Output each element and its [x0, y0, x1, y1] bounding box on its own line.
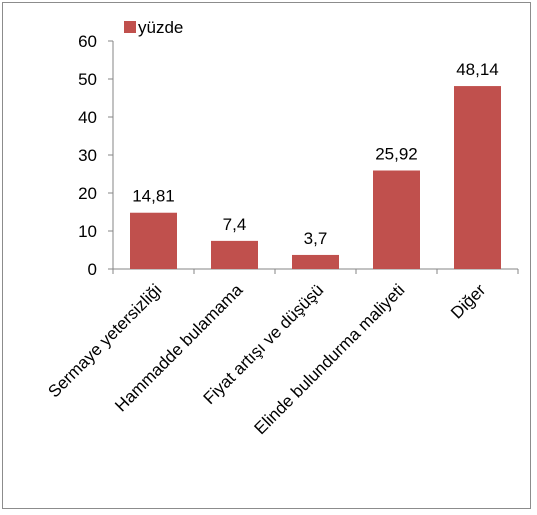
- axes: 0 10 20 30 40 50 60: [78, 32, 519, 279]
- data-label: 7,4: [223, 215, 247, 234]
- bar: [373, 170, 420, 269]
- y-tick-label: 40: [78, 108, 97, 127]
- chart-frame: [2, 2, 531, 509]
- y-tick-label: 10: [78, 222, 97, 241]
- bar: [211, 240, 258, 269]
- y-tick-label: 60: [78, 32, 97, 51]
- legend-swatch: [124, 21, 136, 33]
- data-label: 14,81: [132, 187, 175, 206]
- legend: yüzde: [124, 18, 183, 37]
- data-label: 25,92: [375, 145, 418, 164]
- y-tick-label: 20: [78, 184, 97, 203]
- bar: [130, 212, 177, 269]
- bars: 14,81 7,4 3,7 25,92 48,14: [130, 60, 501, 270]
- y-tick-label: 50: [78, 70, 97, 89]
- bar: [292, 254, 339, 269]
- y-tick-label: 0: [88, 260, 97, 279]
- data-label: 48,14: [456, 60, 499, 79]
- x-tick-label: Elinde bulundurma maliyeti: [251, 280, 409, 438]
- bar: [454, 86, 501, 270]
- x-tick-label: Diğer: [447, 280, 489, 322]
- data-label: 3,7: [304, 229, 328, 248]
- y-tick-label: 30: [78, 146, 97, 165]
- legend-label: yüzde: [138, 18, 183, 37]
